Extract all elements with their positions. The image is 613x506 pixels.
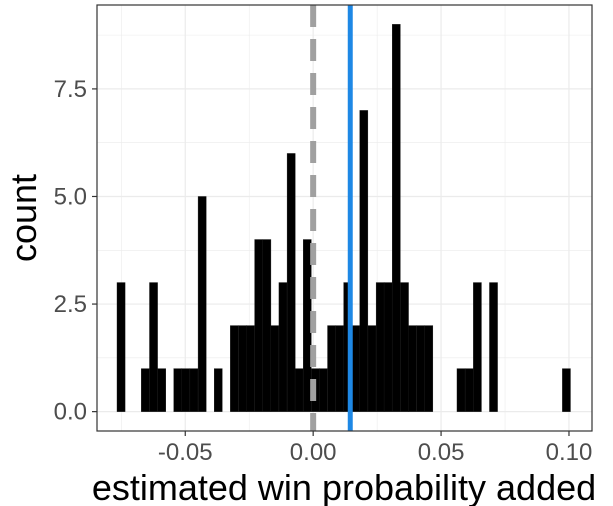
histogram-bar [383, 282, 393, 412]
histogram-bar [456, 368, 466, 412]
histogram-bar [254, 239, 263, 412]
x-tick-label: 0.05 [418, 439, 465, 466]
histogram-bar [424, 325, 434, 412]
x-tick-label: 0.10 [546, 439, 593, 466]
histogram-bar [294, 368, 304, 412]
histogram-bar [489, 282, 498, 412]
histogram-bar [319, 368, 328, 412]
histogram-bar [246, 325, 255, 412]
panel-border [96, 4, 593, 432]
histogram-bar [327, 325, 336, 412]
histogram-bar [392, 24, 401, 412]
histogram-bar [464, 368, 474, 412]
histogram-bar [278, 282, 288, 412]
histogram-bar [303, 239, 312, 412]
histogram-bar [149, 282, 158, 412]
y-tick-label: 2.5 [54, 291, 87, 318]
y-tick-label: 0.0 [54, 399, 87, 426]
histogram-bar [408, 325, 417, 412]
x-tick-label: -0.05 [158, 439, 213, 466]
y-tick-label: 7.5 [54, 76, 87, 103]
histogram-bar [197, 196, 207, 412]
histogram-bar [351, 325, 361, 412]
histogram-bar [375, 282, 385, 412]
histogram-bar [214, 368, 223, 412]
y-tick-label: 5.0 [54, 183, 87, 210]
histogram-bars [116, 24, 571, 412]
histogram-bar [367, 325, 377, 412]
histogram-bar [416, 325, 425, 412]
histogram-bar [116, 282, 126, 412]
histogram-bar [335, 325, 345, 412]
x-axis-title: estimated win probability added [92, 467, 596, 506]
histogram-bar [173, 368, 183, 412]
minor-gridlines [97, 5, 592, 431]
histogram-bar [562, 368, 571, 412]
histogram-bar [473, 282, 482, 412]
histogram-bar [230, 325, 239, 412]
histogram-bar [400, 282, 409, 412]
histogram-bar [157, 368, 166, 412]
reference-lines [310, 5, 353, 431]
histogram-bar [262, 239, 272, 412]
histogram-bar [189, 368, 199, 412]
y-axis-ticks: 0.0 2.5 5.0 7.5 [54, 76, 97, 426]
y-axis-title: count [3, 174, 44, 262]
x-axis-ticks: -0.05 0.00 0.05 0.10 [158, 431, 592, 466]
x-tick-label: 0.00 [290, 439, 337, 466]
histogram-bar [286, 153, 296, 412]
histogram-bar [238, 325, 247, 412]
histogram-bar [181, 368, 191, 412]
histogram-bar [359, 110, 369, 412]
histogram-bar [141, 368, 150, 412]
histogram-bar [270, 325, 280, 412]
